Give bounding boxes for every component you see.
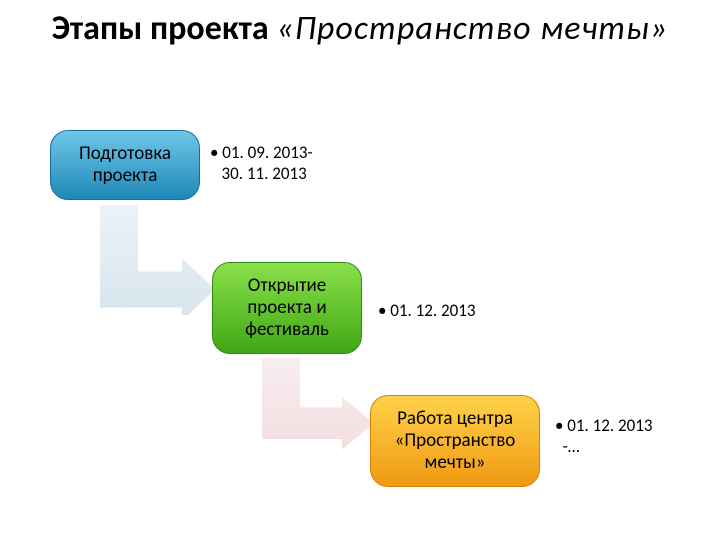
slide-title: Этапы проекта «Пространство мечты» [0,10,720,47]
stage-date-preparation: • 01. 09. 2013- 30. 11. 2013 [210,142,313,185]
connector-arrow-1 [90,205,215,315]
stage-date-center-work: • 01. 12. 2013 -… [555,415,653,458]
date-line: • 01. 09. 2013- [210,142,313,163]
stage-label: Открытие проекта и фестиваль [223,275,351,341]
date-line: • 01. 12. 2013 [378,300,476,321]
connector-arrow-2 [252,358,374,450]
stage-box-center-work: Работа центра «Пространство мечты» [370,395,540,487]
date-line: 30. 11. 2013 [210,163,313,184]
stage-box-preparation: Подготовка проекта [50,130,200,200]
stage-box-opening: Открытие проекта и фестиваль [212,262,362,354]
stage-label: Подготовка проекта [61,143,189,187]
stage-date-opening: • 01. 12. 2013 [378,300,476,321]
stage-label: Работа центра «Пространство мечты» [381,408,529,474]
date-line: -… [555,436,653,457]
slide: Этапы проекта «Пространство мечты» Подго… [0,0,720,540]
title-accent: «Пространство мечты» [276,8,668,49]
title-plain: Этапы проекта [52,8,277,49]
date-line: • 01. 12. 2013 [555,415,653,436]
